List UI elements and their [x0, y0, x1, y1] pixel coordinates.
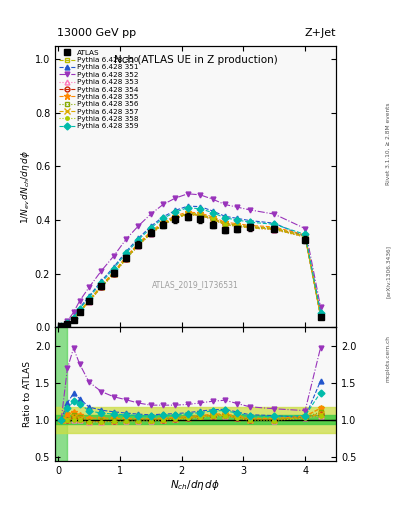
Bar	[55, 407, 336, 433]
Bar	[55, 415, 336, 424]
Text: Nch (ATLAS UE in Z production): Nch (ATLAS UE in Z production)	[114, 54, 277, 65]
Y-axis label: $1/N_{ev}\,dN_{ch}/d\eta\,d\phi$: $1/N_{ev}\,dN_{ch}/d\eta\,d\phi$	[19, 150, 32, 224]
Text: Rivet 3.1.10, ≥ 2.8M events: Rivet 3.1.10, ≥ 2.8M events	[386, 102, 391, 185]
Text: 13000 GeV pp: 13000 GeV pp	[57, 28, 136, 38]
Bar	[55, 327, 67, 461]
Text: mcplots.cern.ch: mcplots.cern.ch	[386, 335, 391, 382]
Text: [arXiv:1306.3436]: [arXiv:1306.3436]	[386, 245, 391, 298]
X-axis label: $N_{ch}/d\eta\,d\phi$: $N_{ch}/d\eta\,d\phi$	[171, 478, 220, 493]
Text: Z+Jet: Z+Jet	[305, 28, 336, 38]
Legend: ATLAS, Pythia 6.428 350, Pythia 6.428 351, Pythia 6.428 352, Pythia 6.428 353, P: ATLAS, Pythia 6.428 350, Pythia 6.428 35…	[57, 48, 140, 131]
Y-axis label: Ratio to ATLAS: Ratio to ATLAS	[23, 361, 32, 427]
Text: ATLAS_2019_I1736531: ATLAS_2019_I1736531	[152, 281, 239, 289]
